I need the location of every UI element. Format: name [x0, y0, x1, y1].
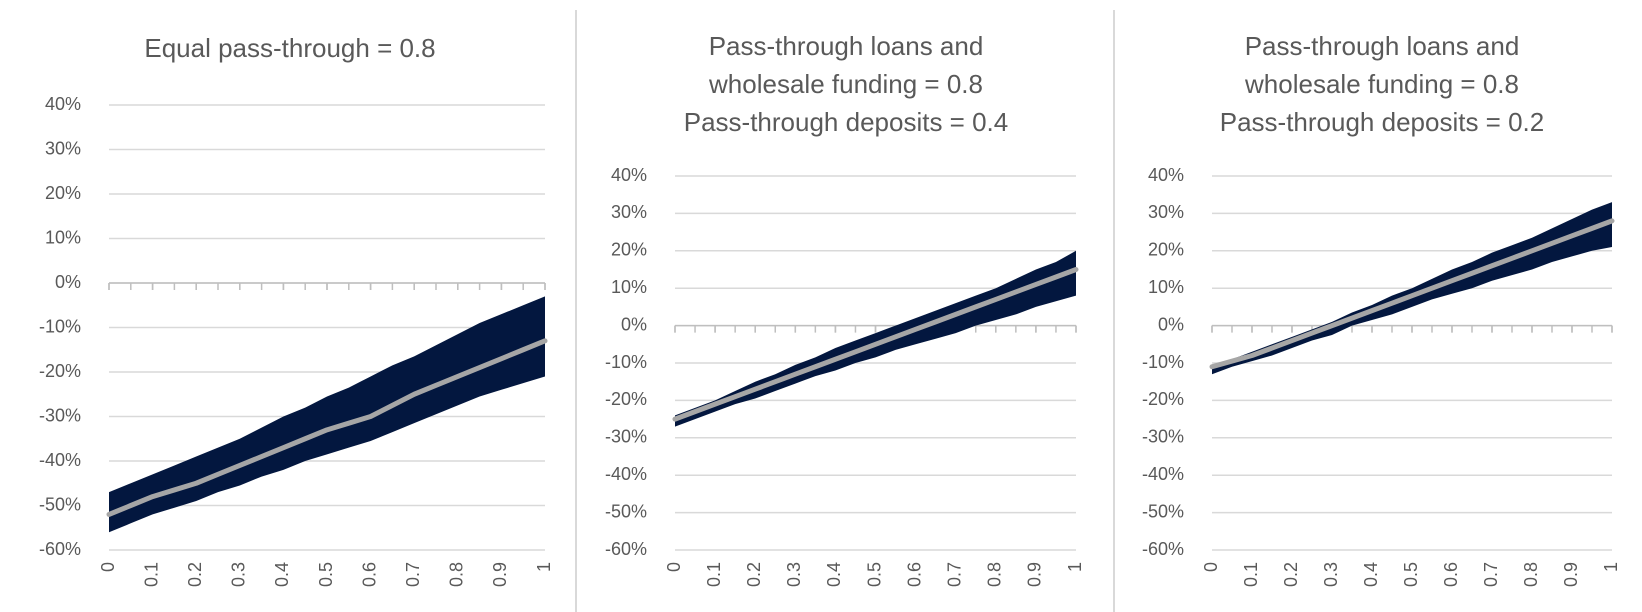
- x-tick-label: 0.6: [1441, 562, 1461, 587]
- x-tick-label: 0.4: [824, 562, 844, 587]
- y-tick-label: 20%: [1148, 240, 1184, 260]
- x-tick-label: 0: [664, 562, 684, 572]
- y-tick-label: -40%: [39, 450, 81, 470]
- y-tick-label: -30%: [1142, 427, 1184, 447]
- chart-title: Pass-through deposits = 0.4: [684, 107, 1008, 137]
- confidence-band: [109, 296, 545, 533]
- median-line: [672, 267, 1079, 422]
- y-tick-label: -20%: [605, 389, 647, 409]
- y-tick-label: -50%: [1142, 501, 1184, 521]
- x-tick-label: 0.2: [185, 562, 205, 587]
- y-tick-label: -10%: [39, 316, 81, 336]
- y-tick-label: -50%: [39, 494, 81, 514]
- y-tick-label: -30%: [605, 427, 647, 447]
- x-tick-label: 0: [98, 562, 118, 572]
- chart-title: Pass-through loans and: [1245, 31, 1520, 61]
- x-tick-label: 1: [1065, 562, 1085, 572]
- x-tick-label: 0: [1201, 562, 1221, 572]
- y-tick-label: 0%: [621, 314, 647, 334]
- x-tick-label: 0.7: [403, 562, 423, 587]
- y-tick-label: -60%: [1142, 539, 1184, 559]
- x-tick-label: 0.4: [272, 562, 292, 587]
- y-tick-label: -40%: [605, 464, 647, 484]
- x-tick-label: 0.9: [490, 562, 510, 587]
- y-tick-label: 10%: [45, 227, 81, 247]
- y-tick-label: 10%: [611, 277, 647, 297]
- y-tick-label: -20%: [39, 361, 81, 381]
- y-tick-label: -60%: [605, 539, 647, 559]
- x-tick-label: 0.8: [447, 562, 467, 587]
- y-tick-label: -10%: [605, 352, 647, 372]
- y-tick-label: -40%: [1142, 464, 1184, 484]
- x-tick-label: 0.3: [784, 562, 804, 587]
- chart-title: wholesale funding = 0.8: [1244, 69, 1519, 99]
- y-tick-label: -20%: [1142, 389, 1184, 409]
- x-tick-label: 1: [534, 562, 554, 572]
- y-tick-label: 30%: [45, 138, 81, 158]
- x-tick-label: 0.4: [1361, 562, 1381, 587]
- x-tick-label: 0.6: [359, 562, 379, 587]
- x-tick-label: 0.7: [1481, 562, 1501, 587]
- x-tick-label: 0.6: [904, 562, 924, 587]
- chart-title: Equal pass-through = 0.8: [144, 33, 435, 63]
- x-tick-label: 0.9: [1561, 562, 1581, 587]
- x-tick-label: 0.8: [985, 562, 1005, 587]
- y-tick-label: 0%: [55, 272, 81, 292]
- chart-title: Pass-through deposits = 0.2: [1220, 107, 1544, 137]
- x-tick-label: 0.3: [229, 562, 249, 587]
- chart-title: Pass-through loans and: [709, 31, 984, 61]
- x-tick-label: 0.1: [704, 562, 724, 587]
- y-tick-label: 30%: [611, 202, 647, 222]
- median-line: [106, 338, 548, 517]
- x-tick-label: 0.9: [1025, 562, 1045, 587]
- x-tick-label: 0.2: [744, 562, 764, 587]
- y-tick-label: -50%: [605, 501, 647, 521]
- y-tick-label: 40%: [611, 165, 647, 185]
- y-tick-label: 30%: [1148, 202, 1184, 222]
- y-tick-label: -60%: [39, 539, 81, 559]
- x-tick-label: 0.7: [944, 562, 964, 587]
- x-tick-label: 0.8: [1521, 562, 1541, 587]
- x-tick-label: 0.2: [1281, 562, 1301, 587]
- x-tick-label: 1: [1601, 562, 1621, 572]
- y-tick-label: 40%: [45, 94, 81, 114]
- y-tick-label: -30%: [39, 405, 81, 425]
- x-tick-label: 0.5: [1401, 562, 1421, 587]
- x-tick-label: 0.3: [1321, 562, 1341, 587]
- x-tick-label: 0.5: [316, 562, 336, 587]
- y-tick-label: 20%: [611, 240, 647, 260]
- chart-title: wholesale funding = 0.8: [708, 69, 983, 99]
- x-tick-label: 0.5: [864, 562, 884, 587]
- x-tick-label: 0.1: [1241, 562, 1261, 587]
- x-tick-label: 0.1: [141, 562, 161, 587]
- median-line: [1209, 218, 1615, 370]
- y-tick-label: 40%: [1148, 165, 1184, 185]
- y-tick-label: 20%: [45, 183, 81, 203]
- y-tick-label: 10%: [1148, 277, 1184, 297]
- y-tick-label: 0%: [1158, 314, 1184, 334]
- y-tick-label: -10%: [1142, 352, 1184, 372]
